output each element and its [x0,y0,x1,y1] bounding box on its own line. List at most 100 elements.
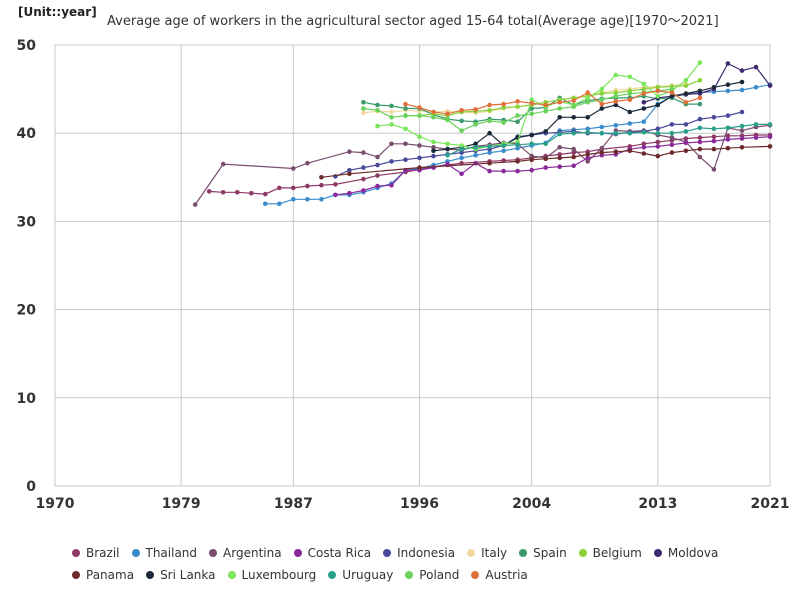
series-line-austria [405,90,701,115]
data-point-panama [711,146,717,152]
legend-label: Uruguay [342,568,394,582]
data-point-austria [571,98,576,103]
data-point-austria [669,90,675,95]
data-point-sri-lanka [585,115,590,120]
data-point-austria [473,107,478,112]
data-point-belgium [501,105,506,110]
data-point-argentina [529,153,534,159]
data-point-argentina [361,150,366,155]
data-point-austria [459,108,464,113]
data-point-austria [445,111,450,117]
data-point-uruguay [515,142,520,147]
data-point-austria [599,101,605,107]
data-point-uruguay [487,144,492,149]
data-point-poland [473,122,478,127]
data-point-argentina [220,161,226,167]
data-point-brazil [319,182,324,188]
data-point-moldova [725,61,731,66]
data-point-luxembourg [417,134,422,139]
data-point-costa-rica [333,192,338,198]
data-point-costa-rica [697,139,703,145]
data-point-moldova [753,64,759,70]
data-point-indonesia [403,157,408,162]
data-point-sri-lanka [739,79,745,85]
data-point-belgium [515,104,520,109]
data-point-uruguay [711,126,717,132]
data-point-spain [529,106,534,111]
data-point-poland [375,108,380,113]
data-point-panama [417,165,422,170]
data-point-luxembourg [389,122,394,127]
data-point-argentina [347,149,352,154]
data-point-luxembourg [459,143,464,148]
data-point-austria [487,102,492,108]
x-tick-label: 2004 [512,496,551,512]
data-point-indonesia [417,155,422,161]
data-point-panama [739,145,745,150]
data-point-poland [431,115,436,120]
data-point-thailand [319,197,324,202]
data-point-panama [557,155,562,161]
legend-row: Brazil Thailand Argentina Costa Rica Indones… [72,542,792,586]
data-point-luxembourg [697,60,703,65]
y-axis-ticks: 0 10 20 30 40 50 [17,38,37,495]
data-point-thailand [753,85,759,90]
data-point-costa-rica [375,183,380,189]
data-point-poland [599,97,605,102]
legend-label: Poland [419,568,460,582]
data-point-panama [543,156,548,162]
data-point-belgium [655,85,661,90]
y-tick-label: 50 [17,38,37,54]
data-point-luxembourg [655,93,661,99]
legend-label: Argentina [223,546,282,560]
data-point-brazil [683,136,689,141]
data-point-austria [403,101,408,107]
data-point-austria [417,105,422,110]
legend-label: Belgium [592,546,642,560]
series-line-argentina [194,124,771,205]
y-tick-label: 10 [17,391,37,407]
data-point-panama [487,160,492,166]
data-point-thailand [487,150,492,155]
data-point-thailand [473,153,478,158]
data-point-uruguay [501,143,506,148]
data-point-thailand [585,126,590,132]
x-tick-label: 1970 [36,496,75,512]
data-point-brazil [655,139,661,145]
data-point-austria [655,88,661,94]
data-point-sri-lanka [711,85,717,90]
data-point-brazil [291,185,296,191]
data-point-brazil [711,134,717,139]
data-point-spain [375,102,380,108]
legend-item-spain: Spain [519,542,567,564]
data-point-uruguay [599,130,605,136]
data-point-argentina [585,159,590,164]
data-point-costa-rica [557,164,562,169]
data-point-uruguay [543,141,548,147]
legend-item-costa-rica: Costa Rica [293,542,371,564]
data-point-brazil [263,191,268,197]
data-point-costa-rica [487,168,492,174]
data-point-panama [599,150,605,155]
data-point-brazil [220,190,226,195]
data-point-sri-lanka [571,115,576,120]
data-point-uruguay [473,145,478,150]
data-point-costa-rica [767,134,773,139]
data-point-luxembourg [431,139,436,145]
data-point-indonesia [683,122,689,127]
data-point-brazil [249,190,254,196]
data-point-brazil [305,183,310,189]
data-point-sri-lanka [683,91,689,96]
data-point-indonesia [375,162,380,168]
legend-label: Spain [533,546,567,560]
legend-item-austria: Austria [471,564,528,586]
data-point-panama [515,159,520,164]
series-line-costa-rica [335,136,771,196]
data-point-brazil [277,185,282,191]
legend-item-belgium: Belgium [578,542,642,564]
data-point-indonesia [361,165,366,170]
data-point-uruguay [445,153,450,158]
legend-item-indonesia: Indonesia [383,542,455,564]
series-austria [403,88,703,117]
series-sri-lanka [431,79,745,154]
